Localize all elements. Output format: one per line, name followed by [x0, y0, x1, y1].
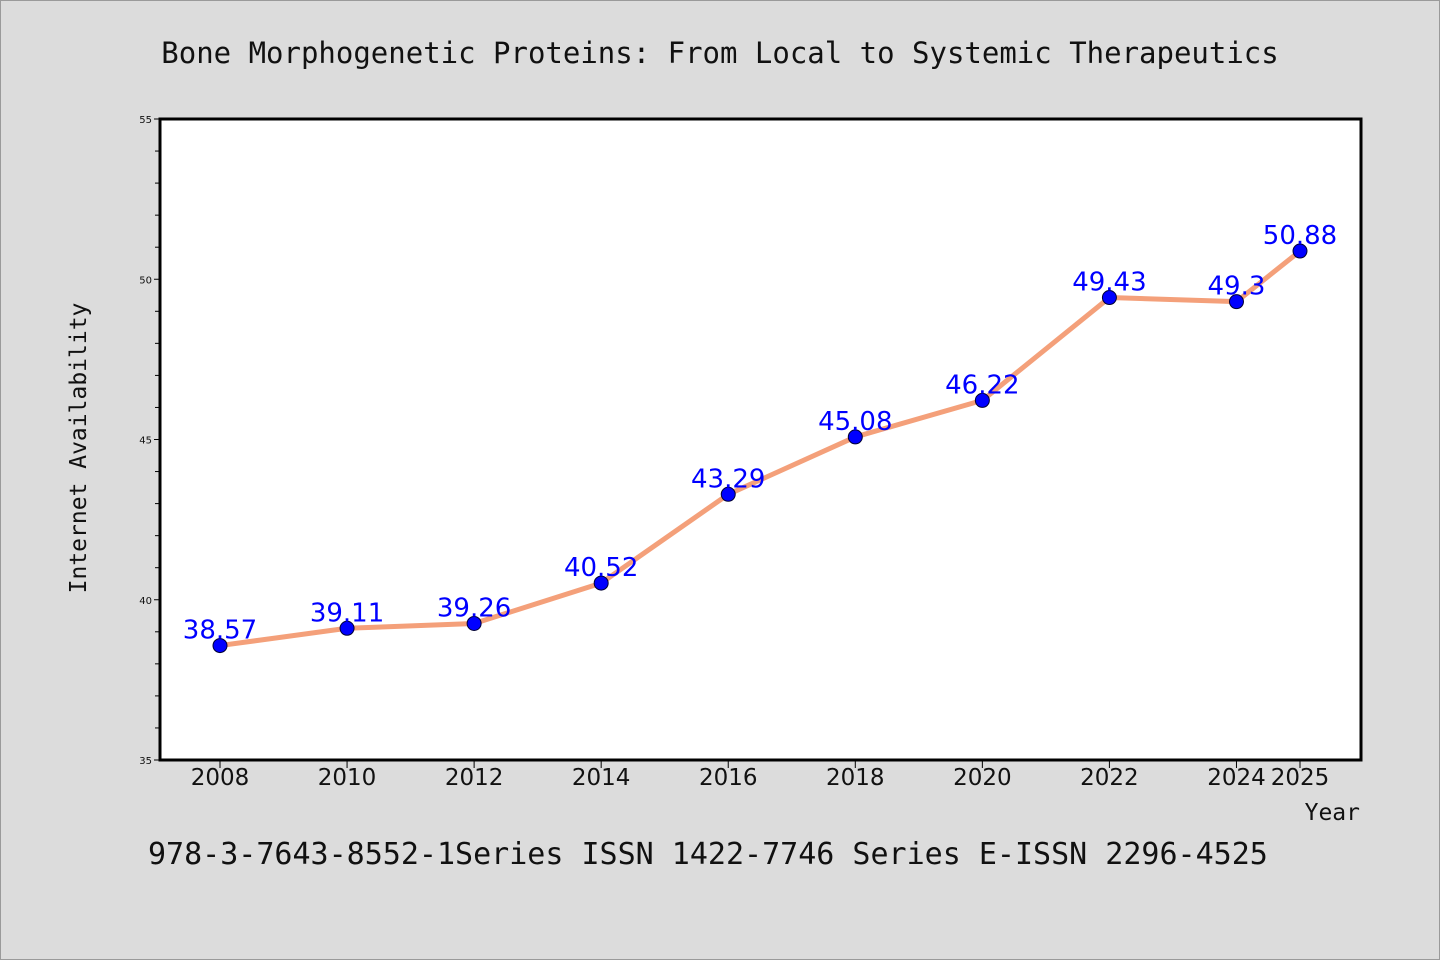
y-axis-ticks: 35 40 45 50 55 — [139, 115, 160, 767]
x-tick-label: 2016 — [699, 765, 758, 791]
data-point — [339, 620, 355, 636]
x-tick-label: 2024 — [1207, 765, 1266, 791]
y-tick-label: 40 — [139, 596, 152, 607]
data-label: 39.11 — [310, 598, 384, 628]
data-labels: 38.57 39.11 39.26 40.52 43.29 45.08 46.22 49.43… — [183, 221, 1337, 646]
x-tick-label: 2018 — [826, 765, 885, 791]
y-tick-label: 55 — [139, 115, 152, 126]
x-axis-ticks: 2008 2010 2012 2014 2016 2018 2020 2022 2024 2025 — [191, 760, 1330, 791]
x-tick-label: 2020 — [953, 765, 1012, 791]
data-point — [720, 486, 736, 502]
data-point — [1292, 243, 1308, 259]
data-label: 49.43 — [1072, 268, 1146, 298]
data-point — [1101, 290, 1117, 306]
x-tick-label: 2025 — [1271, 765, 1330, 791]
x-axis-label: Year — [1305, 800, 1360, 826]
data-point — [593, 575, 609, 591]
series-line — [217, 248, 1303, 649]
data-point — [847, 429, 863, 445]
x-tick-label: 2014 — [572, 765, 631, 791]
x-tick-label: 2012 — [445, 765, 504, 791]
y-tick-label: 45 — [139, 436, 152, 447]
chart-title: Bone Morphogenetic Proteins: From Local … — [161, 36, 1278, 70]
data-point — [212, 638, 228, 654]
y-minor-ticks — [155, 150, 160, 729]
y-axis-label: Internet Availability — [66, 303, 92, 594]
plot-area — [158, 117, 1363, 762]
data-label: 39.26 — [437, 593, 511, 623]
data-label: 46.22 — [945, 370, 1019, 400]
x-tick-label: 2008 — [191, 765, 250, 791]
series-markers — [212, 243, 1308, 654]
data-label: 45.08 — [818, 407, 892, 437]
y-tick-label: 50 — [139, 275, 152, 286]
x-tick-label: 2010 — [318, 765, 377, 791]
data-label: 50.88 — [1263, 221, 1337, 251]
data-label: 43.29 — [691, 464, 765, 494]
footer-text: 978-3-7643-8552-1Series ISSN 1422-7746 S… — [148, 837, 1268, 872]
data-point — [1228, 294, 1244, 310]
x-tick-label: 2022 — [1080, 765, 1139, 791]
data-label: 38.57 — [183, 616, 257, 646]
data-point — [466, 615, 482, 631]
data-point — [974, 392, 990, 408]
y-tick-label: 35 — [139, 756, 152, 767]
data-label: 49.3 — [1208, 272, 1266, 302]
data-label: 40.52 — [564, 553, 638, 583]
